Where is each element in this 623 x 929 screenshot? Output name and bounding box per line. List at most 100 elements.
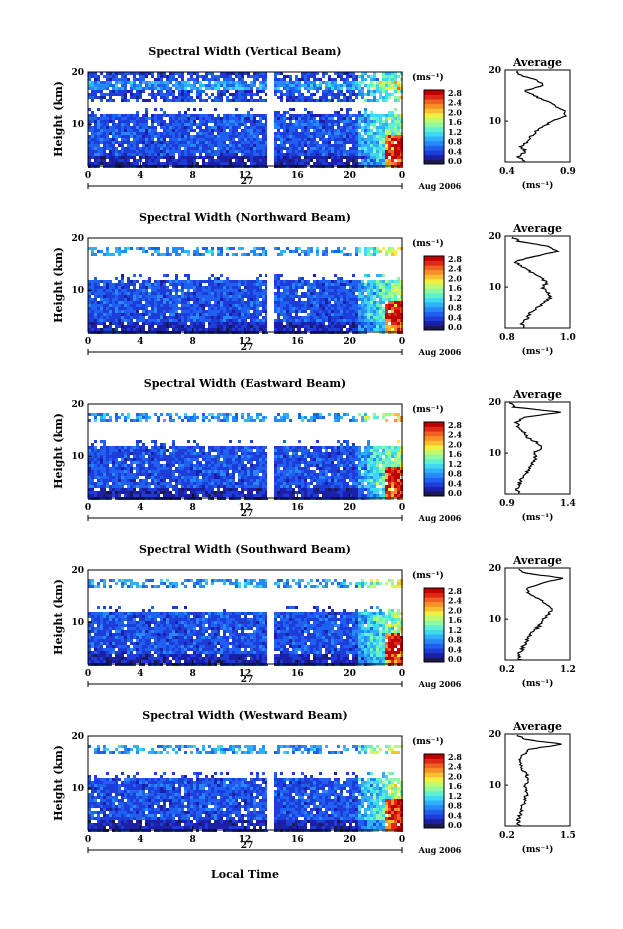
- heatmap-cell: [334, 325, 337, 328]
- heatmap-cell: [142, 307, 145, 310]
- heatmap-cell: [391, 298, 394, 301]
- heatmap-cell: [223, 280, 226, 283]
- heatmap-cell: [193, 295, 196, 298]
- heatmap-cell: [235, 135, 238, 138]
- heatmap-cell: [226, 135, 229, 138]
- heatmap-cell: [163, 322, 166, 325]
- heatmap-cell: [160, 153, 163, 156]
- heatmap-cell: [334, 307, 337, 310]
- heatmap-cell: [103, 316, 106, 319]
- heatmap-cell: [307, 81, 310, 84]
- heatmap-cell: [115, 84, 118, 87]
- heatmap-cell: [202, 304, 205, 307]
- heatmap-cell: [196, 93, 199, 96]
- heatmap-cell: [343, 126, 346, 129]
- heatmap-cell: [139, 84, 142, 87]
- heatmap-cell: [337, 250, 340, 253]
- heatmap-cell: [133, 473, 136, 476]
- heatmap-cell: [154, 162, 157, 165]
- heatmap-cell: [187, 72, 190, 75]
- heatmap-cell: [304, 322, 307, 325]
- heatmap-cell: [274, 147, 277, 150]
- heatmap-cell: [280, 328, 283, 331]
- heatmap-cell: [163, 96, 166, 99]
- heatmap-cell: [331, 93, 334, 96]
- heatmap-cell: [211, 313, 214, 316]
- heatmap-cell: [238, 301, 241, 304]
- heatmap-cell: [265, 313, 268, 316]
- heatmap-cell: [361, 301, 364, 304]
- heatmap-cell: [115, 295, 118, 298]
- heatmap-cell: [283, 132, 286, 135]
- heatmap-cell: [115, 250, 118, 253]
- heatmap-cell: [352, 295, 355, 298]
- heatmap-cell: [142, 283, 145, 286]
- heatmap-cell: [91, 443, 94, 446]
- heatmap-cell: [229, 159, 232, 162]
- heatmap-cell: [313, 304, 316, 307]
- heatmap-cell: [172, 123, 175, 126]
- heatmap-cell: [385, 72, 388, 75]
- heatmap-cell: [355, 298, 358, 301]
- heatmap-cell: [208, 141, 211, 144]
- heatmap-cell: [319, 138, 322, 141]
- heatmap-cell: [91, 129, 94, 132]
- heatmap-cell: [361, 319, 364, 322]
- heatmap-cell: [139, 301, 142, 304]
- heatmap-cell: [208, 277, 211, 280]
- heatmap-cell: [202, 138, 205, 141]
- heatmap-cell: [172, 99, 175, 102]
- heatmap-cell: [331, 159, 334, 162]
- heatmap-cell: [244, 93, 247, 96]
- heatmap-cell: [133, 283, 136, 286]
- heatmap-cell: [358, 292, 361, 295]
- heatmap-cell: [301, 75, 304, 78]
- heatmap-cell: [361, 156, 364, 159]
- heatmap-cell: [298, 123, 301, 126]
- heatmap-cell: [286, 111, 289, 114]
- heatmap-cell: [322, 301, 325, 304]
- heatmap-cell: [187, 277, 190, 280]
- heatmap-cell: [121, 153, 124, 156]
- heatmap-cell: [286, 96, 289, 99]
- heatmap-cell: [247, 328, 250, 331]
- heatmap-cell: [157, 75, 160, 78]
- heatmap-cell: [265, 99, 268, 102]
- heatmap-cell: [142, 147, 145, 150]
- heatmap-cell: [142, 117, 145, 120]
- heatmap-cell: [205, 138, 208, 141]
- heatmap-cell: [181, 93, 184, 96]
- heatmap-cell: [127, 286, 130, 289]
- heatmap-cell: [325, 328, 328, 331]
- heatmap-cell: [346, 81, 349, 84]
- heatmap-cell: [163, 313, 166, 316]
- heatmap-cell: [160, 292, 163, 295]
- heatmap-cell: [310, 93, 313, 96]
- heatmap-cell: [310, 316, 313, 319]
- heatmap-cell: [112, 295, 115, 298]
- heatmap-cell: [187, 99, 190, 102]
- heatmap-cell: [112, 162, 115, 165]
- heatmap-cell: [217, 93, 220, 96]
- heatmap-cell: [220, 307, 223, 310]
- heatmap-cell: [100, 159, 103, 162]
- average-y-tick-label: 20: [488, 232, 501, 242]
- heatmap-cell: [292, 295, 295, 298]
- heatmap-cell: [352, 135, 355, 138]
- heatmap-cell: [241, 295, 244, 298]
- heatmap-cell: [247, 93, 250, 96]
- heatmap-cell: [328, 319, 331, 322]
- heatmap-cell: [274, 72, 277, 75]
- heatmap-cell: [313, 325, 316, 328]
- heatmap-cell: [187, 147, 190, 150]
- heatmap-cell: [121, 138, 124, 141]
- heatmap-cell: [325, 298, 328, 301]
- heatmap-cell: [397, 84, 400, 87]
- heatmap-cell: [250, 81, 253, 84]
- heatmap-cell: [250, 295, 253, 298]
- heatmap-cell: [94, 307, 97, 310]
- heatmap-cell: [328, 322, 331, 325]
- heatmap-cell: [100, 419, 103, 422]
- heatmap-cell: [145, 111, 148, 114]
- heatmap-cell: [310, 117, 313, 120]
